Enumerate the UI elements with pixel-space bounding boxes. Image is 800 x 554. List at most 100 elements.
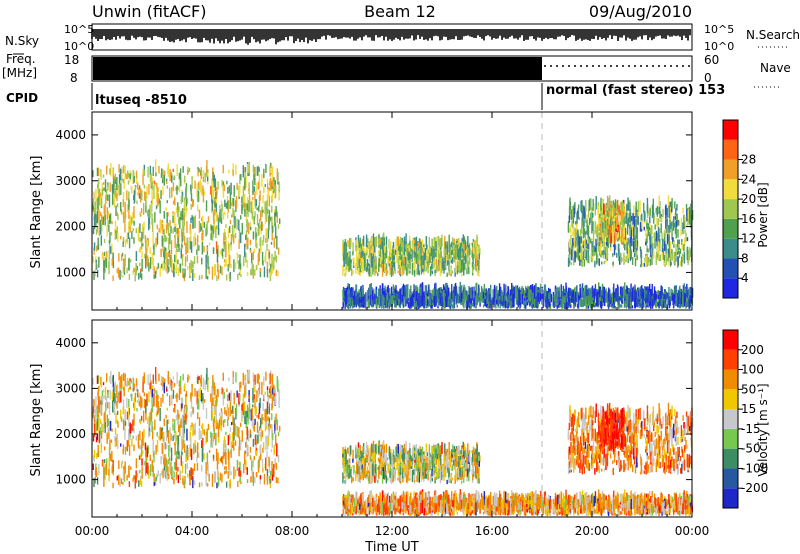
scatter-cell xyxy=(184,175,186,183)
scatter-cell xyxy=(110,163,112,177)
scatter-cell xyxy=(578,246,580,257)
scatter-cell xyxy=(235,164,237,175)
scatter-cell xyxy=(511,288,514,303)
scatter-cell xyxy=(179,216,181,229)
scatter-cell xyxy=(561,297,563,309)
scatter-cell xyxy=(183,226,185,230)
scatter-cell xyxy=(377,259,379,263)
scatter-cell xyxy=(359,296,361,303)
scatter-cell xyxy=(407,260,409,274)
scatter-cell xyxy=(602,210,604,222)
scatter-cell xyxy=(184,200,186,209)
scatter-cell xyxy=(388,299,391,306)
scatter-cell xyxy=(570,209,573,220)
scatter-cell xyxy=(605,205,607,212)
scatter-cell xyxy=(413,270,416,274)
scatter-cell xyxy=(266,268,269,278)
scatter-cell xyxy=(183,236,186,246)
scatter-cell xyxy=(657,302,659,307)
scatter-cell xyxy=(399,243,401,256)
scatter-cell xyxy=(273,237,275,248)
scatter-cell xyxy=(673,294,676,304)
scatter-cell xyxy=(658,301,660,308)
scatter-cell xyxy=(367,263,370,266)
scatter-cell xyxy=(361,250,364,258)
scatter-cell xyxy=(216,181,219,188)
scatter-cell xyxy=(461,259,463,267)
scatter-cell xyxy=(201,191,203,196)
scatter-cell xyxy=(465,245,467,249)
scatter-cell xyxy=(420,287,422,296)
scatter-cell xyxy=(658,207,660,214)
scatter-cell xyxy=(635,240,637,249)
scatter-cell xyxy=(671,292,674,301)
scatter-cell xyxy=(249,239,252,246)
scatter-cell xyxy=(665,303,667,308)
scatter-cell xyxy=(190,241,193,253)
scatter-cell xyxy=(228,186,231,193)
scatter-cell xyxy=(438,245,440,251)
scatter-cell xyxy=(430,299,433,305)
scatter-cell xyxy=(212,212,215,221)
scatter-cell xyxy=(461,241,464,248)
scatter-cell xyxy=(532,292,534,305)
scatter-cell xyxy=(122,262,125,273)
scatter-cell xyxy=(194,215,197,229)
scatter-cell xyxy=(658,242,661,251)
scatter-cell xyxy=(387,285,389,298)
scatter-cell xyxy=(580,256,583,267)
scatter-cell xyxy=(682,292,684,306)
scatter-cell xyxy=(226,211,229,219)
scatter-cell xyxy=(158,198,160,204)
scatter-cell xyxy=(433,295,435,306)
scatter-cell xyxy=(98,188,101,200)
scatter-cell xyxy=(636,218,639,225)
scatter-cell xyxy=(221,266,223,276)
scatter-cell xyxy=(459,248,462,253)
scatter-cell xyxy=(451,247,453,250)
scatter-cell xyxy=(178,172,181,180)
scatter-cell xyxy=(649,216,651,223)
scatter-cell xyxy=(140,208,143,214)
scatter-cell xyxy=(243,202,245,211)
scatter-cell xyxy=(154,271,157,279)
scatter-cell xyxy=(139,193,141,199)
scatter-cell xyxy=(617,304,620,309)
scatter-cell xyxy=(442,292,444,298)
scatter-cell xyxy=(174,197,176,206)
scatter-cell xyxy=(569,246,571,260)
scatter-cell xyxy=(190,260,192,273)
scatter-cell xyxy=(160,190,162,200)
scatter-cell xyxy=(359,265,362,273)
scatter-cell xyxy=(595,238,597,247)
scatter-cell xyxy=(619,286,622,300)
scatter-cell xyxy=(413,284,415,296)
scatter-cell xyxy=(623,211,625,224)
scatter-cell xyxy=(231,203,234,207)
scatter-cell xyxy=(454,268,456,277)
scatter-cell xyxy=(164,264,167,272)
scatter-cell xyxy=(603,232,606,240)
scatter-cell xyxy=(476,282,478,296)
scatter-cell xyxy=(450,293,453,307)
scatter-cell xyxy=(152,232,154,246)
scatter-cell xyxy=(260,209,263,213)
scatter-cell xyxy=(245,230,248,240)
scatter-cell xyxy=(129,173,131,180)
scatter-cell xyxy=(681,290,684,297)
scatter-cell xyxy=(571,249,573,261)
scatter-cell xyxy=(246,197,249,210)
scatter-cell xyxy=(412,238,414,251)
scatter-cell xyxy=(577,254,580,261)
scatter-cell xyxy=(672,219,675,231)
scatter-cell xyxy=(342,289,344,299)
scatter-cell xyxy=(199,179,202,193)
scatter-cell xyxy=(361,262,363,272)
scatter-cell xyxy=(671,226,673,238)
scatter-cell xyxy=(638,296,640,300)
scatter-cell xyxy=(554,289,557,299)
scatter-cell xyxy=(193,216,195,228)
scatter-cell xyxy=(643,226,645,231)
scatter-cell xyxy=(408,245,410,251)
scatter-cell xyxy=(590,198,592,210)
